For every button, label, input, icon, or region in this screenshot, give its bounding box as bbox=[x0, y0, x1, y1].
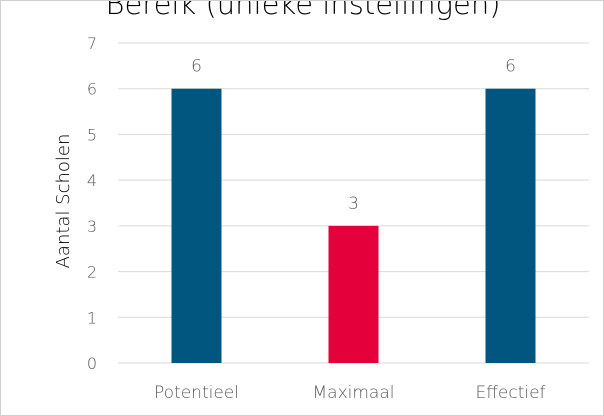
data-label: 3 bbox=[348, 194, 359, 214]
y-axis-label: Aantal Scholen bbox=[53, 134, 74, 269]
y-tick-label: 6 bbox=[87, 80, 97, 99]
y-axis-ticks: 0 1 2 3 4 5 6 7 bbox=[87, 34, 97, 373]
data-label: 6 bbox=[505, 57, 516, 77]
bar-potentieel bbox=[171, 88, 222, 363]
y-tick-label: 1 bbox=[87, 308, 97, 327]
chart-title: Bereik (unieke instellingen) bbox=[105, 0, 501, 21]
y-tick-label: 3 bbox=[87, 217, 97, 236]
data-label: 6 bbox=[191, 57, 202, 77]
category-labels: Potentieel Maximaal Effectief bbox=[154, 383, 546, 403]
y-tick-label: 5 bbox=[87, 125, 97, 144]
bar-effectief bbox=[485, 88, 536, 363]
x-tick-label: Maximaal bbox=[313, 383, 395, 403]
y-tick-label: 2 bbox=[87, 263, 97, 282]
data-labels: 6 3 6 bbox=[191, 57, 516, 214]
x-tick-label: Effectief bbox=[475, 383, 545, 403]
y-tick-label: 0 bbox=[87, 354, 97, 373]
y-tick-label: 7 bbox=[87, 34, 97, 53]
y-tick-label: 4 bbox=[87, 171, 97, 190]
x-tick-label: Potentieel bbox=[154, 383, 239, 403]
bar-maximaal bbox=[328, 225, 379, 363]
bars bbox=[171, 88, 536, 363]
